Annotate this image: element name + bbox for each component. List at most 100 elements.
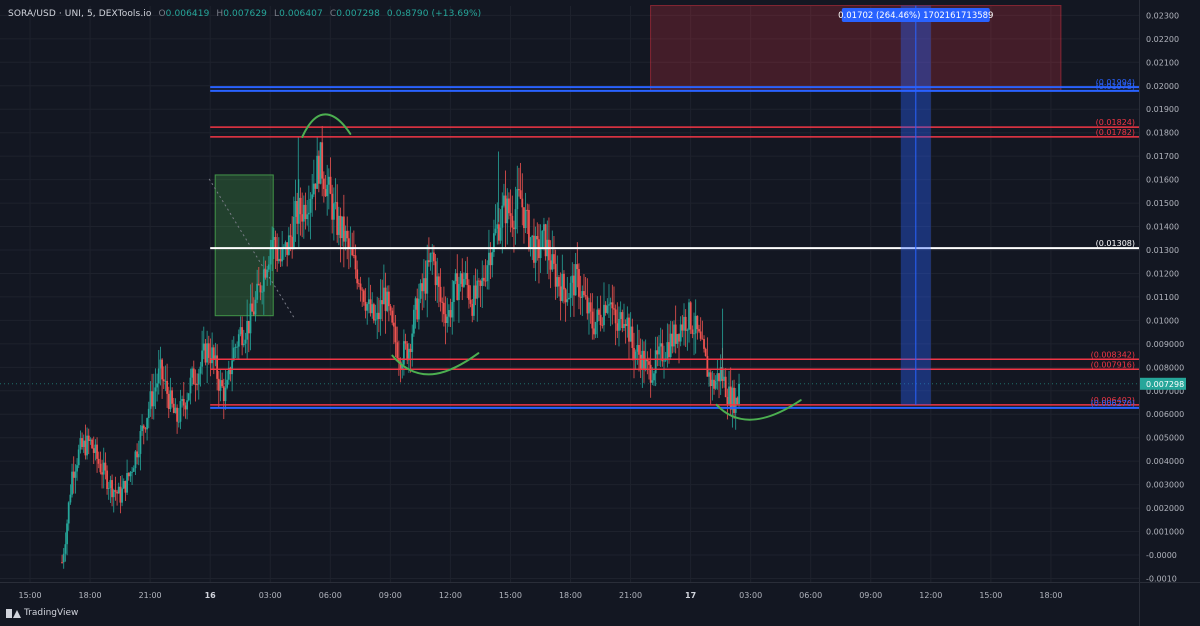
candle-body [322,178,325,189]
candle-body [436,276,439,286]
candle-body [614,309,617,324]
y-tick-label: 0.004000 [1146,457,1184,466]
candle-body [212,347,215,360]
level-label: (0.006402) [1091,396,1135,405]
tradingview-logo[interactable]: TradingView [6,608,78,618]
candle-body [177,421,180,423]
candle-body [698,329,700,332]
candle-body [409,348,412,353]
candle-body [237,334,240,347]
x-tick-label: 15:00 [18,591,41,600]
measure-tool[interactable]: 0.01702 (264.46%) 1702161713589 [838,5,993,405]
y-tick-label: 0.002000 [1146,504,1184,513]
candle-body [549,260,552,270]
candle-body [511,215,514,228]
candle-body [67,502,70,524]
candle-body [194,384,197,385]
candle-body [422,278,425,292]
candle-body [91,439,93,449]
candle-body [459,273,462,284]
candle-body [571,275,574,283]
y-tick-label: 0.01300 [1146,246,1179,255]
candle-body [324,188,327,197]
candle-body [519,190,522,199]
candle-body [62,553,65,563]
candle-body [724,376,727,398]
candle-body [496,224,499,229]
candle-body [116,491,118,494]
candle-body [719,367,722,382]
annotation-curve [301,113,352,138]
candle-body [64,544,67,554]
candle-body [366,304,369,311]
y-axis[interactable]: 0.02300 0.02200 0.02100 0.02000 0.01900 0.018… [1140,11,1186,583]
symbol-title[interactable]: SORA/USD · UNI, 5, DEXTools.io [8,9,152,19]
candle-body [434,261,437,286]
candle-body [668,342,670,358]
candle-body [389,306,392,311]
candle-body [376,312,379,320]
candle-body [561,273,564,301]
candle-body [351,247,354,256]
candle-body [314,183,317,189]
x-tick-label: 09:00 [379,591,402,600]
candle-body [86,435,88,456]
candle-body [392,322,395,327]
candle-body [416,298,419,320]
candle-body [334,202,337,204]
candle-body [92,448,95,453]
x-axis[interactable]: 15:00 18:00 21:00 16 03:00 06:00 09:00 12:00 15:… [18,591,1062,600]
candle-body [147,408,150,419]
candle-body [139,431,142,454]
candle-body [201,350,204,367]
candle-body [489,252,492,266]
candle-body [269,247,272,265]
candle-body [543,224,545,231]
open-label: O [158,9,166,19]
candle-body [429,253,432,263]
candle-body [137,453,140,458]
candle-body [729,386,732,410]
candle-body [541,230,544,249]
candle-body [304,204,307,220]
candle-body [591,311,594,329]
candle-body [154,387,157,392]
low-value: 0.006407 [279,9,323,19]
candle-body [574,264,577,296]
candle-body [274,237,277,249]
y-tick-label: 0.02000 [1146,82,1179,91]
candle-body [74,471,77,478]
candle-body [639,354,642,370]
candle-body [688,302,690,330]
candle-body [461,273,464,287]
level-label: (0.008342) [1091,350,1135,359]
candle-body [498,224,500,241]
candle-body [539,248,542,259]
candle-body [564,289,567,303]
candle-body [149,391,152,409]
candle-body [89,439,92,441]
tradingview-logo-icon [6,608,21,618]
candle-body [526,209,529,211]
x-tick-label: 06:00 [319,591,342,600]
candle-body [117,486,120,494]
candle-body [451,301,454,318]
symbol-info-bar[interactable]: SORA/USD · UNI, 5, DEXTools.io O0.006419… [8,9,481,19]
candle-body [104,462,107,471]
candle-body [516,189,519,210]
consolidation-box-rect [214,174,274,317]
candle-body [506,198,509,224]
candle-body [566,299,569,303]
candle-body [317,155,320,184]
candle-body [271,239,274,248]
level-label: (0.01782) [1096,128,1135,137]
candle-body [146,418,148,430]
candle-body [379,300,382,320]
y-tick-label: 0.01700 [1146,152,1179,161]
y-tick-label: 0.006000 [1146,410,1184,419]
x-tick-label: 21:00 [619,591,642,600]
candle-body [122,480,125,489]
candle-body [689,302,692,330]
candle-body [276,248,279,261]
